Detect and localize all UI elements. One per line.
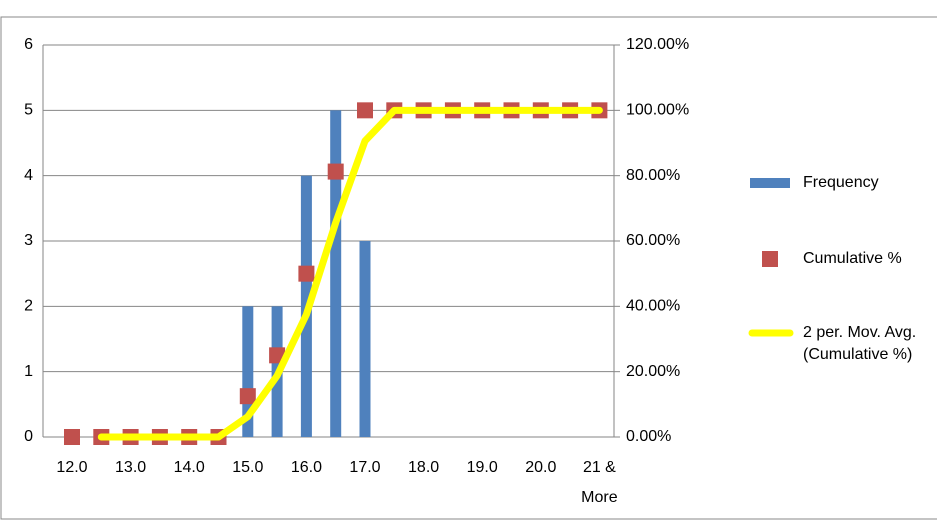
marker — [327, 163, 344, 180]
line — [97, 106, 603, 441]
marker — [298, 265, 315, 282]
y2-tick-label: 60.00% — [626, 232, 680, 249]
bar — [359, 241, 371, 437]
legend-label-line: (Cumulative %) — [803, 346, 912, 363]
legend-label-line: 2 per. Mov. Avg. — [803, 324, 916, 341]
bar — [330, 110, 342, 437]
y-tick-label: 1 — [24, 363, 33, 380]
legend-label: Cumulative % — [803, 250, 902, 267]
y2-tick-label: 120.00% — [626, 36, 689, 53]
legend-swatch — [750, 178, 790, 188]
y2-tick-label: 40.00% — [626, 298, 680, 315]
x-tick-label: 21 & More — [581, 459, 618, 506]
x-tick-label: 14.0 — [174, 459, 205, 476]
chart-frame — [0, 16, 937, 520]
y2-tick-label: 100.00% — [626, 102, 689, 119]
y-tick-label: 4 — [24, 167, 33, 184]
y-tick-label: 3 — [24, 232, 33, 249]
marker — [64, 429, 80, 445]
x-tick-label: 15.0 — [232, 459, 263, 476]
x-tick-label: 20.0 — [525, 459, 556, 476]
legend-label: 2 per. Mov. Avg. (Cumulative %) — [803, 324, 916, 363]
y-tick-label: 0 — [24, 428, 33, 445]
y2-tick-label: 20.00% — [626, 363, 680, 380]
x-tick-label: 13.0 — [115, 459, 146, 476]
y2-tick-label: 80.00% — [626, 167, 680, 184]
y-tick-label: 2 — [24, 298, 33, 315]
y-tick-label: 6 — [24, 36, 33, 53]
x-tick-label-line: More — [581, 489, 618, 506]
x-tick-label-line: 21 & — [583, 459, 616, 476]
y2-tick-label: 0.00% — [626, 428, 671, 445]
x-tick-label: 18.0 — [408, 459, 439, 476]
x-tick-label: 16.0 — [291, 459, 322, 476]
x-tick-label: 17.0 — [349, 459, 380, 476]
x-tick-label: 19.0 — [467, 459, 498, 476]
y-tick-label: 5 — [24, 102, 33, 119]
marker — [239, 388, 256, 405]
legend-swatch — [762, 251, 778, 267]
bar — [242, 306, 254, 437]
x-tick-label: 12.0 — [56, 459, 87, 476]
legend-label: Frequency — [803, 174, 879, 191]
marker — [357, 102, 373, 119]
